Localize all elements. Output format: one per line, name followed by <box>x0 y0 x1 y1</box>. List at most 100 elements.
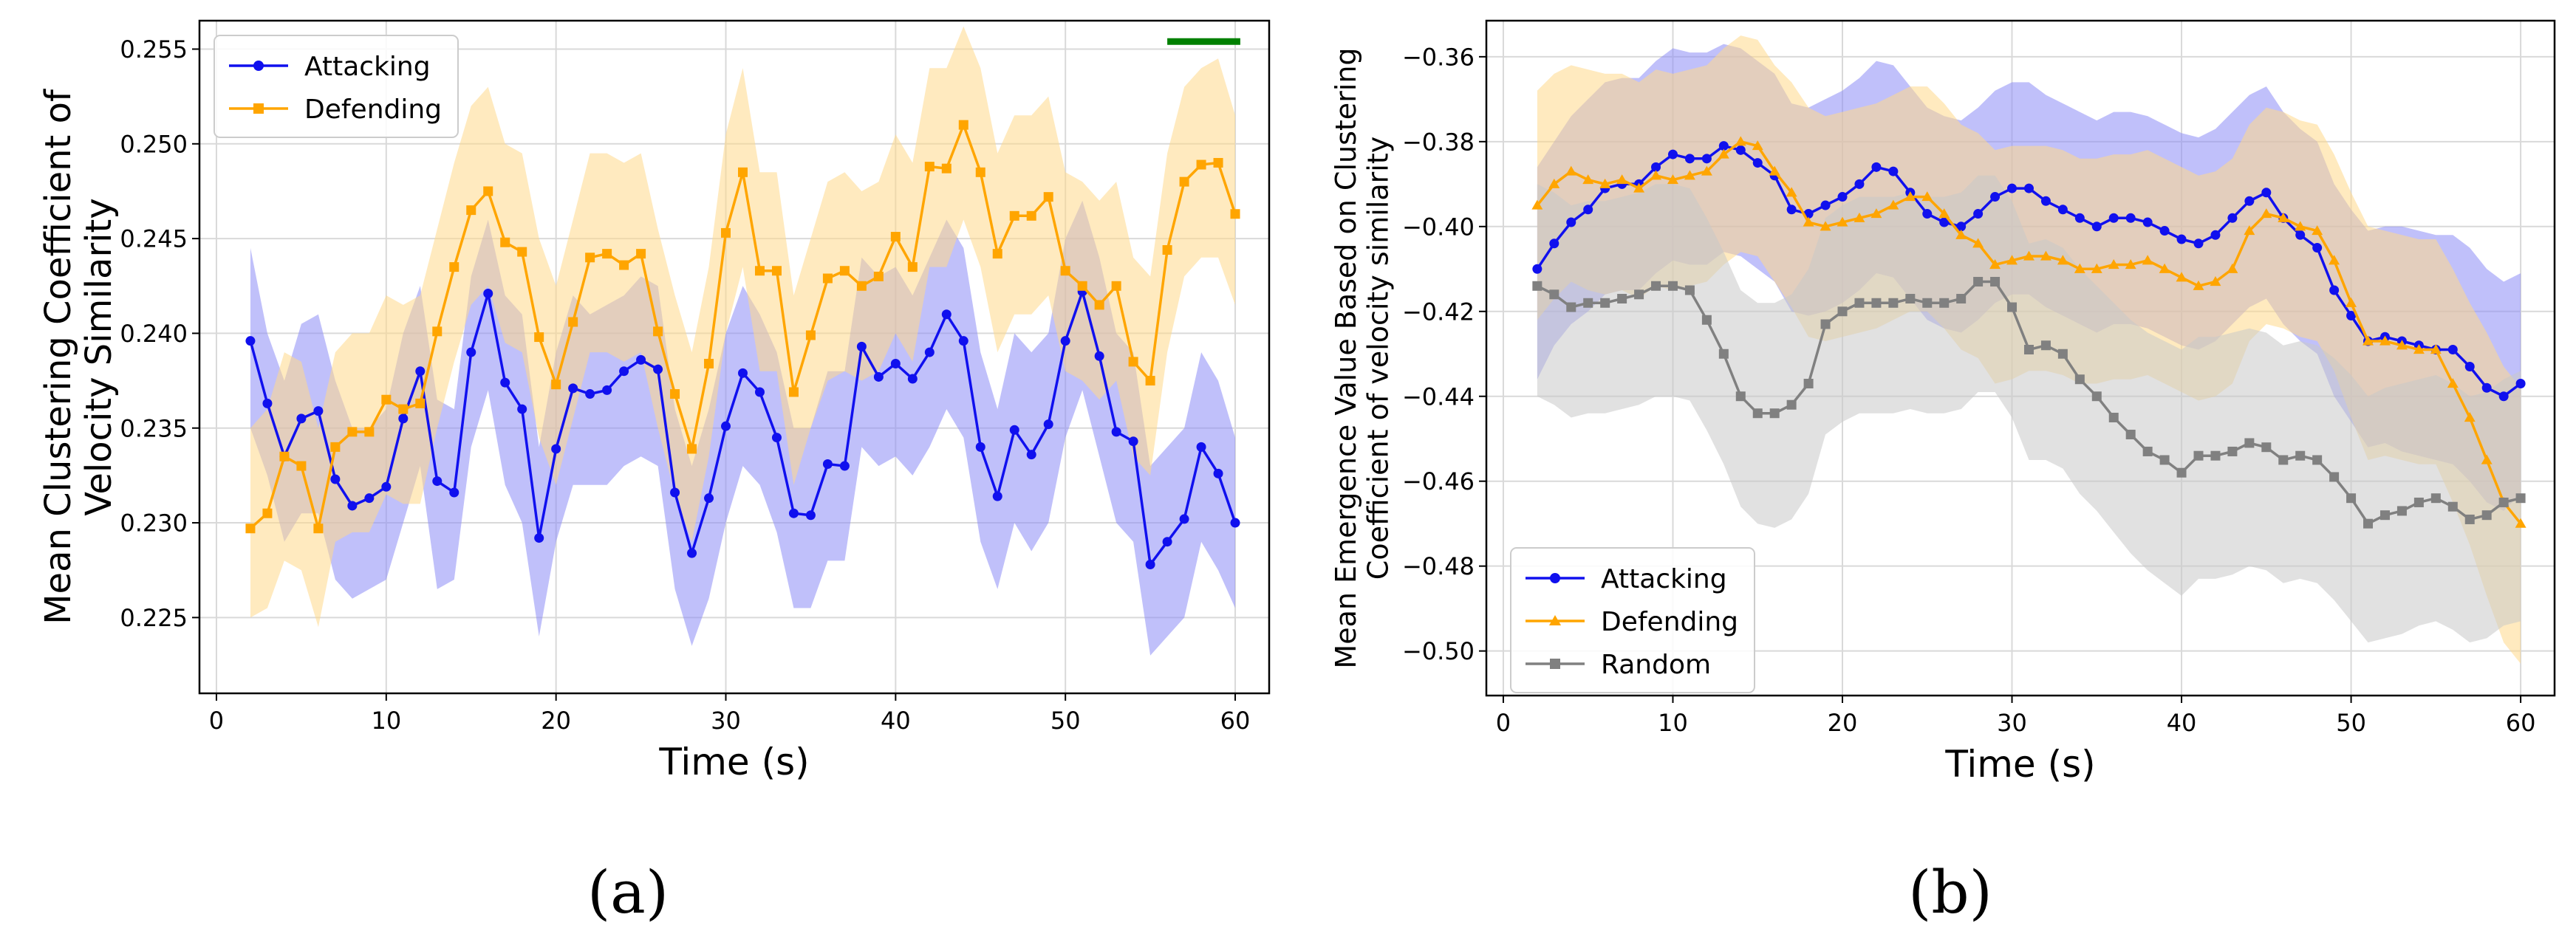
data-point <box>2515 378 2526 388</box>
data-point <box>1803 216 1814 227</box>
data-point <box>398 413 409 424</box>
data-point <box>2074 374 2085 385</box>
data-point <box>2312 225 2323 236</box>
chart-panel-b: 0 10 20 30 40 50 60 −0.50 −0.48 −0.46 −0.44 −0.42 −0… <box>1330 19 2556 786</box>
legend-marker <box>1550 573 1560 583</box>
x-tick-label: 60 <box>2506 709 2536 737</box>
data-point <box>839 461 850 471</box>
data-point <box>2312 243 2323 253</box>
data-point <box>2363 518 2374 529</box>
data-point <box>873 371 884 382</box>
data-point <box>1616 174 1628 185</box>
data-point <box>1026 210 1036 221</box>
data-point <box>2261 442 2272 453</box>
data-point <box>1701 165 1712 176</box>
data-point <box>1820 200 1831 210</box>
data-point <box>313 524 324 534</box>
data-point <box>1583 205 1593 215</box>
data-point <box>2176 272 2187 282</box>
data-point <box>1162 245 1172 255</box>
data-point <box>2159 455 2170 465</box>
data-point <box>822 459 833 469</box>
data-point <box>2210 450 2221 461</box>
data-point <box>992 249 1002 259</box>
data-point <box>2176 234 2187 244</box>
data-point <box>1634 289 1644 300</box>
data-point <box>1921 191 1933 202</box>
data-point <box>1213 468 1223 478</box>
data-point <box>924 347 935 357</box>
data-point <box>704 493 714 504</box>
data-point <box>653 326 663 337</box>
data-point <box>2040 196 2051 206</box>
data-point <box>1009 210 1019 221</box>
data-point <box>2329 472 2340 482</box>
legend-label: Attacking <box>304 52 431 82</box>
plot-frame <box>1485 19 2556 697</box>
data-point <box>1956 294 1967 304</box>
legend-entry-random: Random <box>1526 650 1711 680</box>
data-point <box>2040 340 2051 351</box>
data-point <box>1888 298 1899 308</box>
legend-label: Attacking <box>1601 564 1727 594</box>
y-tick-label: −0.46 <box>1402 467 1475 495</box>
data-point <box>585 253 595 263</box>
legend: Attacking Defending Random <box>1510 547 1755 693</box>
data-point <box>1213 157 1223 168</box>
data-point <box>1904 191 1916 202</box>
data-point <box>2346 297 2357 307</box>
data-point <box>2006 255 2018 265</box>
legend-label: Defending <box>304 95 442 125</box>
legend-marker <box>253 103 264 114</box>
data-point <box>839 266 850 276</box>
x-axis-label: Time (s) <box>658 741 809 783</box>
data-point <box>1667 281 1678 291</box>
data-point <box>721 227 731 238</box>
data-point <box>2261 208 2272 219</box>
x-tick-label: 0 <box>209 707 224 735</box>
data-point <box>2142 446 2153 456</box>
data-point <box>2040 250 2051 261</box>
data-point <box>636 249 646 259</box>
data-point <box>1871 298 1882 308</box>
data-point <box>1162 537 1172 547</box>
data-point <box>754 387 765 397</box>
data-point <box>1094 300 1104 310</box>
data-point <box>687 548 697 558</box>
data-point <box>2125 213 2136 223</box>
data-point <box>1973 209 1984 219</box>
data-point <box>1752 140 1763 151</box>
chart-panel-a: 0 10 20 30 40 50 60 0.225 0.230 0.235 0.240 0.245 0.… <box>38 19 1271 783</box>
data-point <box>958 120 968 130</box>
data-point <box>1009 425 1019 435</box>
y-axis-label: Mean Emergence Value Based on Clustering… <box>1330 47 1395 668</box>
data-point <box>1989 259 2001 270</box>
data-point <box>653 364 663 374</box>
x-axis-label: Time (s) <box>1944 743 2095 786</box>
data-point <box>534 332 544 343</box>
data-point <box>1786 399 1797 410</box>
data-point <box>1043 419 1053 430</box>
data-point <box>2261 188 2272 198</box>
series-random <box>1532 277 2526 529</box>
data-point <box>2346 311 2357 321</box>
data-point <box>2498 497 2509 507</box>
data-point <box>1786 205 1797 215</box>
data-point <box>771 433 782 443</box>
data-point <box>2447 378 2459 388</box>
data-point <box>1735 145 1746 155</box>
data-point <box>2481 382 2492 393</box>
data-point <box>1870 208 1882 219</box>
data-point <box>2244 438 2255 448</box>
data-point <box>1718 349 1729 359</box>
y-tick-label: 0.225 <box>120 604 188 632</box>
data-point <box>1854 212 1865 222</box>
data-point <box>1566 217 1576 227</box>
x-tick-label: 10 <box>1658 709 1688 737</box>
data-point <box>1938 208 1950 219</box>
data-point <box>754 266 765 276</box>
confidence-band-random <box>1537 175 2521 643</box>
data-point <box>1565 165 1577 176</box>
data-point <box>907 262 918 272</box>
data-point <box>2396 340 2408 350</box>
